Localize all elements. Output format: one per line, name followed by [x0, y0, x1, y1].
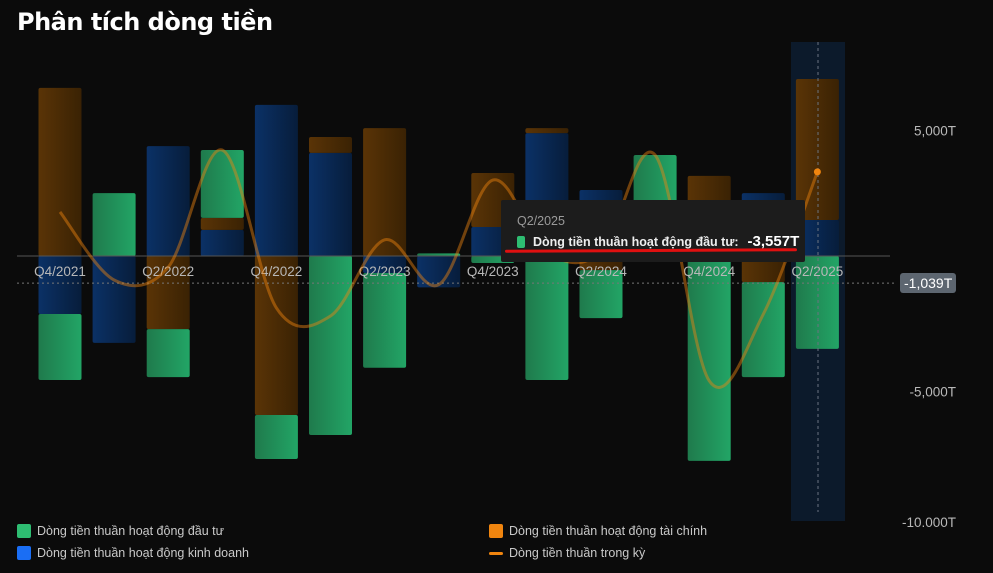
bar-operating[interactable]	[309, 152, 352, 256]
x-tick-label: Q4/2024	[683, 264, 735, 279]
legend-label: Dòng tiền thuần hoạt động kinh doanh	[37, 546, 249, 560]
legend-item-operating[interactable]: Dòng tiền thuần hoạt động kinh doanh	[17, 546, 249, 560]
x-tick-label: Q4/2022	[251, 264, 303, 279]
bar-investing[interactable]	[363, 272, 407, 368]
legend-swatch	[489, 524, 503, 538]
y-tick-label: 5,000T	[914, 124, 956, 139]
bar-investing[interactable]	[254, 414, 298, 460]
x-tick-label: Q2/2022	[142, 264, 194, 279]
bar-investing[interactable]	[38, 313, 82, 380]
x-tick-label: Q2/2023	[359, 264, 411, 279]
bar-investing[interactable]	[795, 256, 839, 349]
bar-financing[interactable]	[525, 128, 569, 134]
bar-financing[interactable]	[38, 87, 82, 256]
bar-financing[interactable]	[200, 217, 244, 230]
reference-value-label: -1,039T	[900, 273, 957, 293]
bar-operating[interactable]	[200, 229, 244, 256]
bar-investing[interactable]	[146, 329, 190, 378]
bar-operating[interactable]	[363, 256, 407, 273]
legend-label: Dòng tiền thuần hoạt động đầu tư	[37, 524, 224, 538]
tooltip-swatch	[517, 235, 525, 248]
bar-investing[interactable]	[579, 270, 623, 319]
bar-operating[interactable]	[417, 256, 461, 288]
bar-financing[interactable]	[363, 128, 407, 256]
tooltip-value: -3,557T	[747, 233, 800, 250]
legend-swatch-line	[489, 551, 503, 555]
tooltip-period: Q2/2025	[517, 214, 565, 228]
legend-item-investing[interactable]: Dòng tiền thuần hoạt động đầu tư	[17, 524, 224, 538]
bar-investing[interactable]	[525, 256, 569, 380]
bar-investing[interactable]	[309, 256, 352, 436]
x-tick-label: Q4/2023	[467, 264, 519, 279]
y-tick-label: -5,000T	[909, 385, 956, 400]
line-point-highlighted[interactable]	[813, 168, 821, 176]
x-tick-label: Q2/2024	[575, 264, 627, 279]
x-tick-label: Q2/2025	[792, 264, 844, 279]
legend-swatch	[17, 524, 31, 538]
bar-financing[interactable]	[795, 79, 839, 220]
bar-investing[interactable]	[417, 253, 461, 256]
bar-operating[interactable]	[38, 256, 82, 314]
legend-swatch	[17, 546, 31, 560]
bar-investing[interactable]	[687, 256, 731, 461]
bar-investing[interactable]	[741, 282, 785, 378]
y-tick-label: -10.000T	[902, 515, 956, 530]
bar-operating[interactable]	[92, 256, 136, 343]
bar-investing[interactable]	[92, 193, 136, 256]
legend-item-net[interactable]: Dòng tiền thuần trong kỳ	[489, 546, 645, 560]
legend-label: Dòng tiền thuần hoạt động tài chính	[509, 524, 708, 538]
bar-operating[interactable]	[254, 104, 298, 256]
highlight-underline	[504, 248, 798, 253]
legend-item-financing[interactable]: Dòng tiền thuần hoạt động tài chính	[489, 524, 707, 538]
net-cash-flow-line[interactable]	[58, 148, 819, 389]
tooltip-label: Dòng tiền thuần hoạt động đầu tư:	[533, 234, 739, 249]
legend-label: Dòng tiền thuần trong kỳ	[509, 546, 646, 560]
chart-title: Phân tích dòng tiền	[17, 8, 273, 36]
bar-financing[interactable]	[309, 136, 352, 153]
bar-operating[interactable]	[795, 219, 839, 256]
x-tick-label: Q4/2021	[34, 264, 86, 279]
bar-investing[interactable]	[200, 150, 244, 218]
bar-financing[interactable]	[146, 256, 190, 330]
tooltip-row: Dòng tiền thuần hoạt động đầu tư: -3,557…	[517, 233, 799, 250]
bar-operating[interactable]	[146, 146, 190, 256]
bar-financing[interactable]	[741, 256, 785, 283]
tooltip: Q2/2025 Dòng tiền thuần hoạt động đầu tư…	[501, 200, 805, 262]
bar-financing[interactable]	[254, 256, 298, 415]
